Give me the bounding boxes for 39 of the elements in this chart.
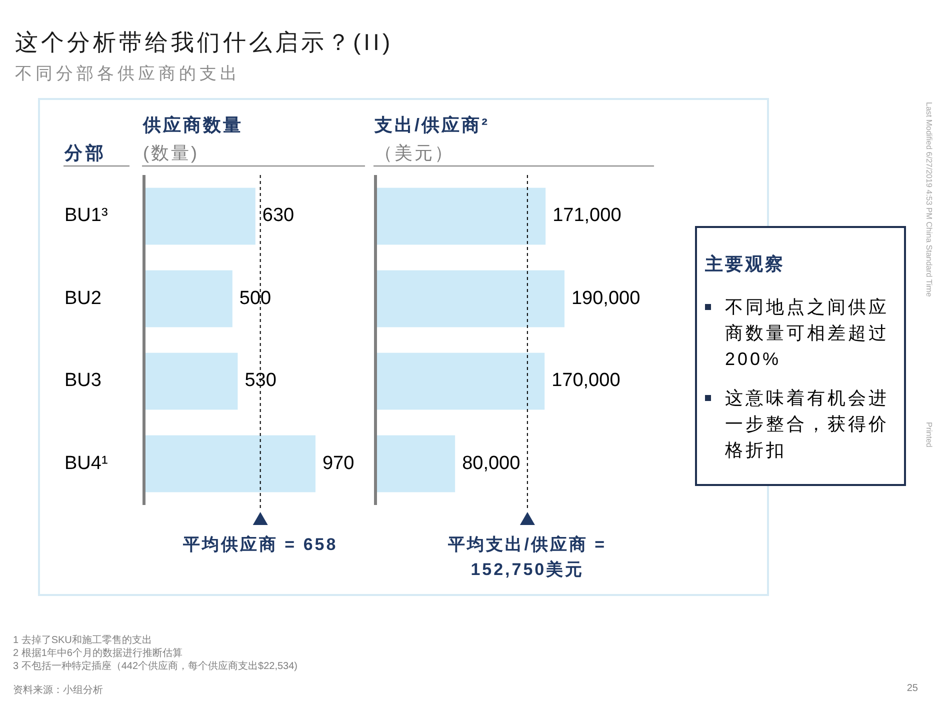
bar bbox=[376, 270, 564, 328]
text: 25 bbox=[906, 683, 918, 696]
chart-title: 供应商数量 bbox=[143, 114, 243, 137]
text: 不同地点之间供应商数量可相差超过200% bbox=[725, 297, 889, 369]
text: 1 去掉了SKU和施工零售的支出 bbox=[13, 634, 153, 647]
ref-line-label: 平均支出/供应商 = 152,750美元 bbox=[447, 534, 608, 581]
y-tick-label: BU1³ bbox=[64, 204, 108, 228]
chart-subtitle: （美元） bbox=[374, 142, 454, 165]
bar bbox=[144, 352, 238, 410]
bar bbox=[144, 435, 316, 492]
data-label: 970 bbox=[322, 452, 354, 476]
bar bbox=[144, 188, 256, 245]
data-label: 80,000 bbox=[462, 452, 520, 476]
text: 3 不包括一种特定插座（442个供应商，每个供应商支出$22,534) bbox=[13, 660, 299, 673]
bar bbox=[376, 188, 546, 245]
y-tick-label: BU4¹ bbox=[64, 452, 108, 476]
y-axis-title: 分部 bbox=[64, 142, 106, 165]
bar bbox=[376, 435, 456, 492]
data-label: 630 bbox=[262, 204, 294, 228]
data-label: 171,000 bbox=[552, 204, 622, 228]
text: 2 根据1年中6个月的数据进行推断估算 bbox=[13, 647, 184, 660]
text: Printed bbox=[924, 422, 934, 447]
text: 资料来源：小组分析 bbox=[13, 684, 103, 697]
bar bbox=[376, 352, 545, 410]
bar bbox=[144, 270, 232, 328]
data-label: 170,000 bbox=[552, 369, 620, 394]
text: 主要观察 bbox=[705, 253, 785, 276]
data-label: 190,000 bbox=[571, 286, 640, 311]
y-tick-label: BU2 bbox=[64, 286, 102, 311]
text: 这个分析带给我们什么启示？(II) bbox=[15, 28, 394, 57]
data-label: 530 bbox=[244, 369, 276, 394]
chart-subtitle: (数量) bbox=[143, 142, 199, 165]
y-tick-label: BU3 bbox=[64, 369, 102, 394]
text: 这意味着有机会进一步整合，获得价格折扣 bbox=[725, 388, 889, 460]
data-label: 500 bbox=[239, 286, 272, 311]
chart-title: 支出/供应商² bbox=[374, 114, 490, 137]
text: 不同分部各供应商的支出 bbox=[15, 63, 240, 85]
text: Last Modified 6/27/2019 4:53 PM China Standard Time bbox=[924, 102, 934, 297]
ref-line-label: 平均供应商 = 658 bbox=[182, 534, 338, 556]
